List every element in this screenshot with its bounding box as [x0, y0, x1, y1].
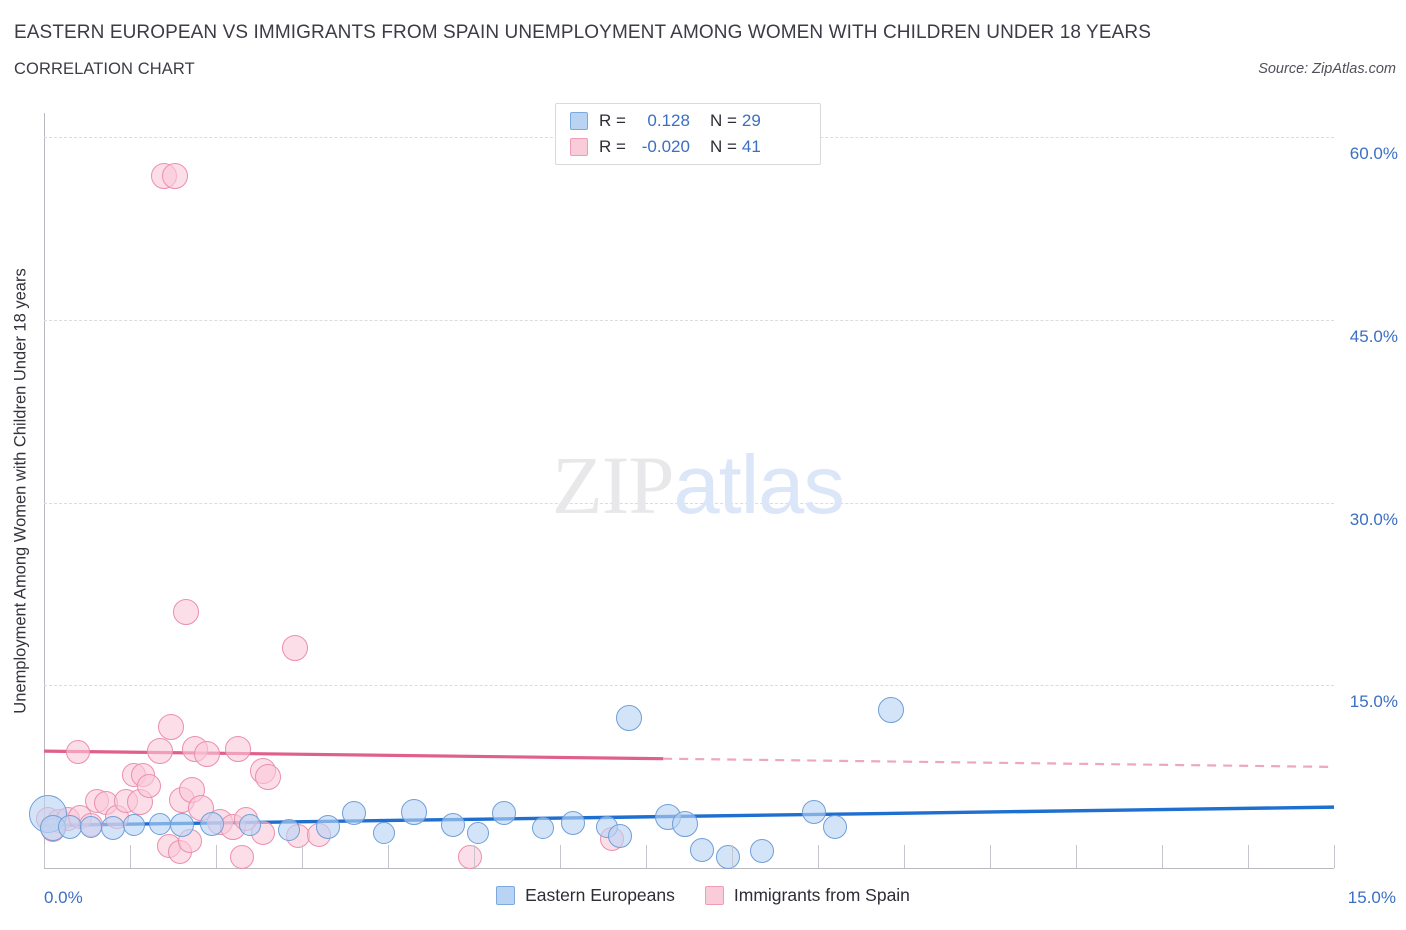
x-tick: [302, 845, 303, 868]
scatter-point[interactable]: [254, 763, 281, 790]
stats-row-eastern-europeans: R = 0.128 N = 29: [570, 108, 806, 134]
scatter-point[interactable]: [801, 799, 826, 824]
gridline: [44, 502, 1334, 504]
scatter-point[interactable]: [608, 824, 633, 849]
x-tick: [130, 845, 131, 868]
legend-pink-swatch-icon: [704, 886, 724, 905]
scatter-point[interactable]: [315, 814, 340, 839]
scatter-point[interactable]: [282, 634, 309, 661]
scatter-point[interactable]: [467, 821, 490, 844]
scatter-point[interactable]: [878, 696, 905, 723]
scatter-point[interactable]: [136, 774, 161, 799]
y-tick-label: 45.0%: [1349, 327, 1398, 347]
scatter-point[interactable]: [239, 814, 262, 837]
legend-blue-swatch-icon: [496, 886, 516, 905]
scatter-point[interactable]: [341, 801, 366, 826]
legend-item-immigrants-from-spain[interactable]: Immigrants from Spain: [704, 885, 910, 906]
scatter-point[interactable]: [671, 811, 698, 838]
scatter-point[interactable]: [750, 838, 775, 863]
scatter-point[interactable]: [80, 815, 103, 838]
legend-label-eastern-europeans: Eastern Europeans: [525, 885, 675, 905]
x-tick: [646, 845, 647, 868]
scatter-point[interactable]: [172, 599, 199, 626]
scatter-point[interactable]: [278, 819, 301, 842]
correlation-stats-box: R = 0.128 N = 29 R = -0.020 N = 41: [555, 103, 821, 165]
scatter-point[interactable]: [66, 740, 91, 765]
blue-r-label: R =: [599, 111, 626, 130]
scatter-point[interactable]: [715, 845, 740, 870]
x-tick: [732, 845, 733, 868]
trend-line-segment: [43, 749, 664, 761]
scatter-point[interactable]: [161, 163, 188, 190]
pink-r-label: R =: [599, 137, 626, 156]
scatter-point[interactable]: [199, 812, 224, 837]
legend-item-eastern-europeans[interactable]: Eastern Europeans: [496, 885, 675, 906]
trend-line-segment: [663, 757, 1335, 769]
scatter-point[interactable]: [57, 814, 82, 839]
x-tick: [818, 845, 819, 868]
x-tick: [474, 845, 475, 868]
scatter-point[interactable]: [372, 821, 395, 844]
x-tick: [44, 845, 45, 868]
x-tick: [990, 845, 991, 868]
x-axis-min-label: 0.0%: [44, 888, 83, 907]
scatter-point[interactable]: [615, 705, 642, 732]
x-axis-line: [44, 868, 1334, 869]
blue-n-label: N =: [709, 111, 737, 130]
source-attribution: Source: ZipAtlas.com: [1258, 61, 1396, 77]
y-axis-line: [44, 113, 45, 868]
scatter-point[interactable]: [147, 738, 174, 765]
scatter-point[interactable]: [224, 735, 251, 762]
x-tick: [1334, 845, 1335, 868]
scatter-point[interactable]: [560, 810, 585, 835]
scatter-point[interactable]: [100, 815, 125, 840]
x-tick: [1076, 845, 1077, 868]
scatter-point[interactable]: [400, 798, 427, 825]
scatter-point[interactable]: [229, 845, 254, 870]
legend-label-immigrants-from-spain: Immigrants from Spain: [733, 885, 910, 905]
pink-n-value: 41: [741, 137, 761, 156]
blue-swatch-icon: [570, 112, 588, 130]
x-axis-max-label: 15.0%: [1347, 888, 1396, 907]
plot-area: [29, 113, 1335, 870]
scatter-point[interactable]: [123, 814, 146, 837]
y-axis-label-container: Unemployment Among Women with Children U…: [8, 113, 34, 868]
x-tick: [216, 845, 217, 868]
scatter-point[interactable]: [440, 813, 465, 838]
scatter-point[interactable]: [457, 845, 482, 870]
gridline: [44, 320, 1334, 322]
x-tick: [1162, 845, 1163, 868]
scatter-point[interactable]: [158, 713, 185, 740]
scatter-point[interactable]: [492, 801, 517, 826]
page-title: EASTERN EUROPEAN VS IMMIGRANTS FROM SPAI…: [14, 22, 1151, 43]
chart-legend: Eastern Europeans Immigrants from Spain: [0, 885, 1406, 906]
scatter-point[interactable]: [823, 814, 848, 839]
scatter-point[interactable]: [689, 837, 714, 862]
x-tick: [388, 845, 389, 868]
scatter-point[interactable]: [194, 740, 221, 767]
pink-r-value: -0.020: [641, 137, 690, 156]
y-tick-label: 60.0%: [1349, 144, 1398, 164]
scatter-point[interactable]: [169, 813, 194, 838]
x-tick: [904, 845, 905, 868]
y-tick-label: 15.0%: [1349, 692, 1398, 712]
x-tick: [1248, 845, 1249, 868]
gridline: [44, 685, 1334, 687]
pink-n-label: N =: [709, 137, 737, 156]
y-axis-label: Unemployment Among Women with Children U…: [11, 267, 30, 714]
pink-swatch-icon: [570, 138, 588, 156]
blue-r-value: 0.128: [647, 111, 690, 130]
y-tick-label: 30.0%: [1349, 509, 1398, 529]
blue-n-value: 29: [741, 111, 761, 130]
scatter-point[interactable]: [531, 816, 554, 839]
stats-row-immigrants-from-spain: R = -0.020 N = 41: [570, 134, 806, 160]
chart-subtitle: CORRELATION CHART: [14, 60, 195, 78]
x-tick: [560, 845, 561, 868]
